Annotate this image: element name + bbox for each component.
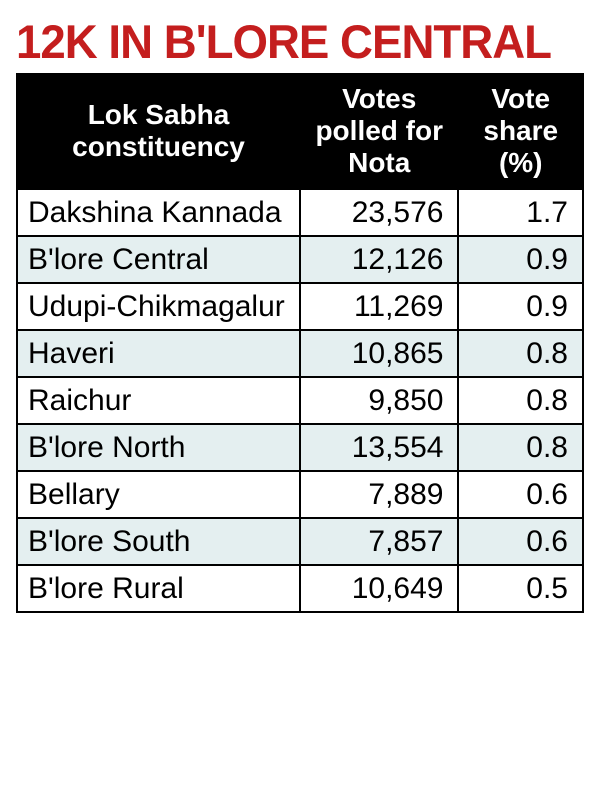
- table-row: Haveri 10,865 0.8: [17, 330, 583, 377]
- cell-constituency: Dakshina Kannada: [17, 189, 300, 236]
- cell-constituency: Udupi-Chikmagalur: [17, 283, 300, 330]
- col-header-share: Vote share (%): [458, 74, 583, 189]
- table-row: Udupi-Chikmagalur 11,269 0.9: [17, 283, 583, 330]
- cell-share: 0.9: [458, 283, 583, 330]
- cell-votes: 9,850: [300, 377, 458, 424]
- cell-share: 0.6: [458, 471, 583, 518]
- cell-share: 0.8: [458, 330, 583, 377]
- table-header-row: Lok Sabha constituency Votes polled for …: [17, 74, 583, 189]
- table-row: B'lore Rural 10,649 0.5: [17, 565, 583, 612]
- cell-constituency: B'lore Central: [17, 236, 300, 283]
- cell-share: 0.5: [458, 565, 583, 612]
- cell-constituency: B'lore Rural: [17, 565, 300, 612]
- cell-share: 1.7: [458, 189, 583, 236]
- cell-votes: 7,889: [300, 471, 458, 518]
- cell-votes: 23,576: [300, 189, 458, 236]
- cell-votes: 12,126: [300, 236, 458, 283]
- nota-table: Lok Sabha constituency Votes polled for …: [16, 73, 584, 613]
- col-header-constituency: Lok Sabha constituency: [17, 74, 300, 189]
- table-row: B'lore Central 12,126 0.9: [17, 236, 583, 283]
- table-row: B'lore North 13,554 0.8: [17, 424, 583, 471]
- cell-votes: 10,649: [300, 565, 458, 612]
- cell-votes: 7,857: [300, 518, 458, 565]
- cell-votes: 10,865: [300, 330, 458, 377]
- cell-constituency: Raichur: [17, 377, 300, 424]
- cell-constituency: Haveri: [17, 330, 300, 377]
- table-row: Raichur 9,850 0.8: [17, 377, 583, 424]
- cell-votes: 13,554: [300, 424, 458, 471]
- cell-share: 0.6: [458, 518, 583, 565]
- table-row: B'lore South 7,857 0.6: [17, 518, 583, 565]
- headline: 12K IN B'LORE CENTRAL: [16, 18, 567, 65]
- cell-constituency: B'lore North: [17, 424, 300, 471]
- cell-votes: 11,269: [300, 283, 458, 330]
- table-row: Dakshina Kannada 23,576 1.7: [17, 189, 583, 236]
- cell-constituency: Bellary: [17, 471, 300, 518]
- col-header-votes: Votes polled for Nota: [300, 74, 458, 189]
- cell-share: 0.9: [458, 236, 583, 283]
- cell-constituency: B'lore South: [17, 518, 300, 565]
- cell-share: 0.8: [458, 424, 583, 471]
- table-row: Bellary 7,889 0.6: [17, 471, 583, 518]
- cell-share: 0.8: [458, 377, 583, 424]
